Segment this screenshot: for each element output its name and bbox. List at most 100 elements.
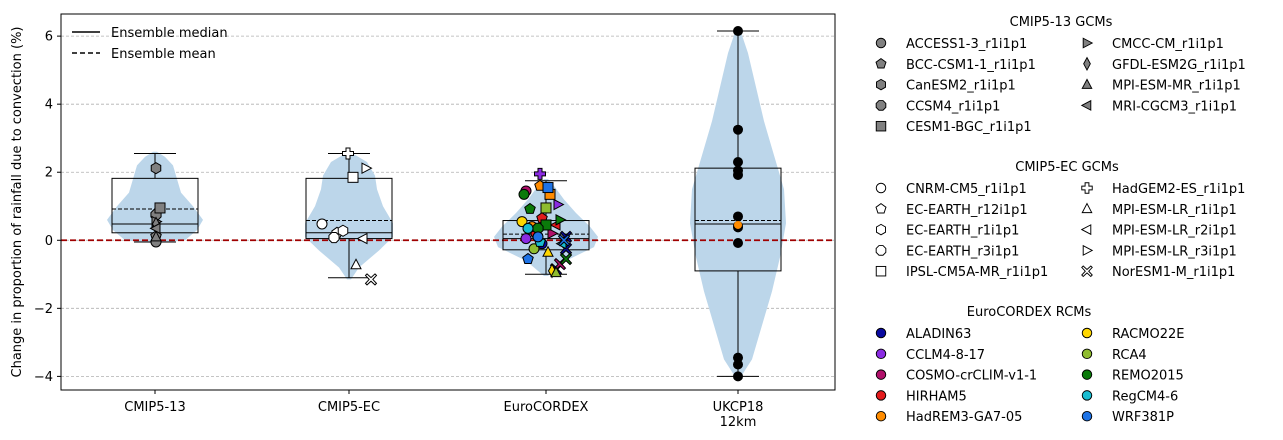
marker-triangle-left [1082,225,1091,235]
legend-entry-label: ALADIN63 [906,327,971,342]
marker-circle [521,234,531,244]
legend-marker [1082,204,1092,213]
data-point-cmip5-13 [155,203,165,213]
legend-entry-label: REMO2015 [1112,369,1184,384]
marker-circle [1082,349,1092,359]
marker-circle [876,183,886,193]
data-point-ukcp18 [733,26,743,36]
data-point-cmip5-13 [151,163,161,174]
legend-entry-label: EC-EARTH_r3i1p1 [906,244,1019,259]
marker-octagon [876,101,886,111]
marker-circle [876,328,886,338]
x-tick-label: EuroCORDEX [504,400,589,415]
data-point-eurocordex [519,189,529,199]
x-tick-label: CMIP5-13 [124,400,185,415]
marker-hexagon [876,79,885,89]
marker-pentagon [876,204,886,213]
legend-marker [876,328,886,338]
marker-triangle-up [1082,204,1092,213]
legend-marker [876,391,886,401]
y-axis-label: Change in proportion of rainfall due to … [10,27,25,378]
data-point-eurocordex [521,234,531,244]
marker-circle [523,223,533,233]
legend-marker [876,79,885,89]
legend-marker [876,411,886,421]
legend-entry-label: CanESM2_r1i1p1 [906,79,1016,94]
legend-marker [876,349,886,359]
legend-marker [1082,225,1091,235]
marker-square [348,172,358,182]
legend-entry-label: MPI-ESM-LR_r3i1p1 [1112,244,1237,259]
marker-plus [535,168,546,179]
legend-marker [1082,391,1092,401]
data-point-eurocordex [543,183,553,193]
marker-circle [519,189,529,199]
legend-marker [876,183,886,193]
marker-triangle-right [1083,38,1092,48]
legend-marker [876,121,886,131]
y-tick-label: 0 [45,234,53,249]
marker-circle [1082,411,1092,421]
data-point-ukcp18 [733,157,743,167]
data-point-eurocordex [535,168,546,179]
marker-x [366,274,377,285]
legend-entry-label: EC-EARTH_r12i1p1 [906,203,1028,218]
legend-marker [1082,411,1092,421]
marker-hexagon [876,224,885,234]
legend-marker [876,224,885,234]
legend-mean-label: Ensemble mean [111,47,216,62]
legend-marker [1084,58,1091,70]
legend-marker [1083,38,1092,48]
legend-entry-label: WRF381P [1112,410,1174,425]
legend-entry-label: IPSL-CM5A-MR_r1i1p1 [906,265,1048,280]
marker-circle [533,232,543,242]
data-point-cmip5-ec [317,219,327,229]
data-point-ukcp18 [733,359,743,369]
marker-hexagon [338,225,348,236]
legend-entry-label: RegCM4-6 [1112,389,1178,404]
marker-x [1082,266,1092,276]
legend-entry-label: BCC-CSM1-1_r1i1p1 [906,58,1036,73]
legend-entry-label: ACCESS1-3_r1i1p1 [906,37,1027,52]
data-point-ukcp18 [733,238,743,248]
data-point-cmip5-ec [338,225,348,236]
data-point-cmip5-ec [329,232,339,242]
x-tick-label: UKCP18 [713,400,764,415]
data-point-ukcp18 [733,211,743,221]
x-tick-label: CMIP5-EC [318,400,380,415]
data-point-cmip5-ec [348,172,358,182]
marker-square [876,121,886,131]
legend-marker [1082,266,1092,276]
data-point-ukcp18 [733,170,743,180]
legend-marker [1082,328,1092,338]
data-point-eurocordex [541,203,551,213]
data-point-ukcp18-highlight [734,221,742,229]
marker-pentagon [876,59,886,68]
legend-entry-label: CCSM4_r1i1p1 [906,99,1000,114]
legend-entry-label: MPI-ESM-LR_r1i1p1 [1112,203,1237,218]
marker-circle [876,391,886,401]
marker-circle [1082,328,1092,338]
marker-triangle-right [1083,246,1092,256]
marker-circle [876,349,886,359]
legend-entry-label: MRI-CGCM3_r1i1p1 [1112,99,1237,114]
legend-entry-label: COSMO-crCLIM-v1-1 [906,369,1037,384]
legend-entry-label: NorESM1-M_r1i1p1 [1112,265,1235,280]
legend-entry-label: HadREM3-GA7-05 [906,410,1022,425]
legend-entry-label: RACMO22E [1112,327,1184,342]
marker-circle [876,370,886,380]
legend-entry-label: GFDL-ESM2G_r1i1p1 [1112,58,1246,73]
y-tick-label: −4 [34,370,53,385]
marker-circle [876,411,886,421]
marker-circle [876,38,886,48]
marker-circle [1082,391,1092,401]
legend-entry-label: EC-EARTH_r1i1p1 [906,224,1019,239]
legend-median-label: Ensemble median [111,26,228,41]
legend-entry-label: CESM1-BGC_r1i1p1 [906,120,1032,135]
legend-group-title: CMIP5-EC GCMs [1015,160,1119,175]
y-tick-label: 2 [45,166,53,181]
legend-entry-label: MPI-ESM-MR_r1i1p1 [1112,79,1241,94]
marker-hexagon [151,163,161,174]
marker-square [155,203,165,213]
